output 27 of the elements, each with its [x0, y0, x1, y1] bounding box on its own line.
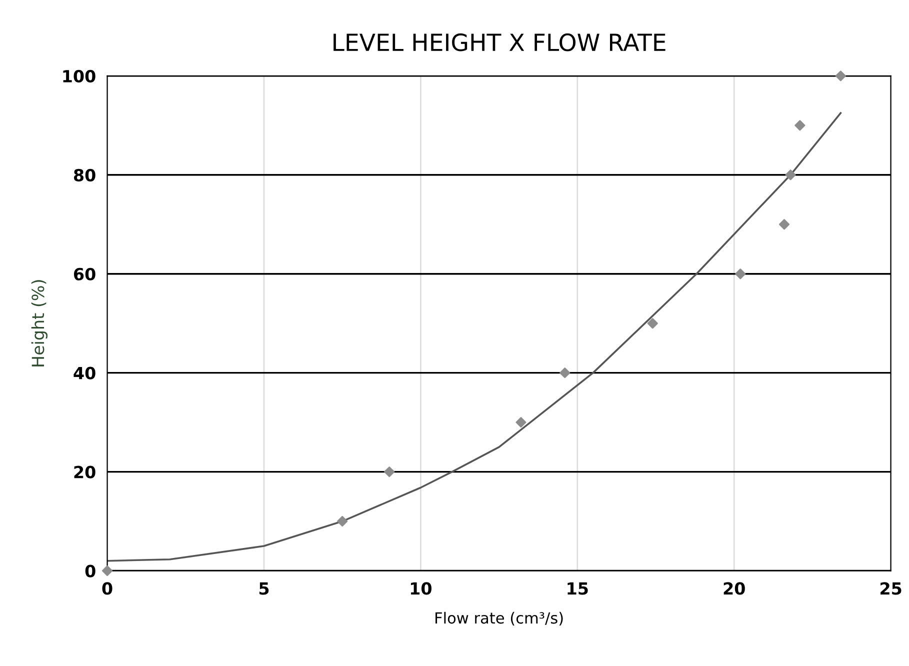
y-tick-label: 100 [63, 70, 96, 82]
x-tick-label: 15 [568, 582, 588, 595]
y-axis-title: Height (%) [31, 280, 48, 366]
point [735, 268, 746, 280]
chart-title: LEVEL HEIGHT X FLOW RATE [334, 33, 666, 52]
line-series [107, 112, 842, 562]
y-tick-label: 0 [85, 564, 96, 578]
x-tick-label: 5 [259, 582, 269, 595]
point [785, 170, 796, 180]
point [516, 417, 526, 428]
point [778, 219, 790, 230]
point [560, 368, 570, 378]
point [794, 120, 806, 131]
x-tick-label: 0 [102, 582, 112, 595]
y-tick-label: 40 [74, 366, 96, 380]
x-tick-label: 25 [880, 582, 902, 595]
point [384, 466, 395, 478]
point [337, 516, 348, 527]
point [835, 70, 846, 82]
y-tick-label: 20 [74, 466, 96, 478]
x-tick-label: 20 [724, 582, 745, 595]
x-tick-label: 10 [410, 582, 432, 595]
point [647, 318, 658, 329]
y-tick-label: 60 [74, 268, 96, 280]
y-tick-label: 80 [74, 168, 96, 182]
x-axis-title: Flow rate (cm³/s) [436, 612, 563, 626]
point [102, 565, 113, 576]
